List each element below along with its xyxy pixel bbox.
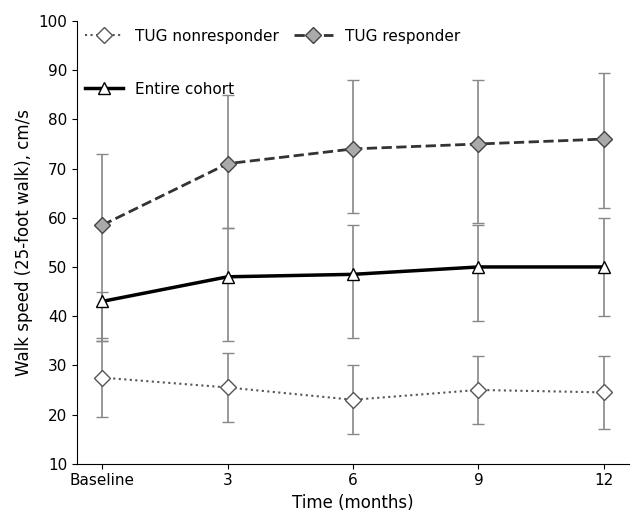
X-axis label: Time (months): Time (months)	[292, 494, 414, 512]
Y-axis label: Walk speed (25-foot walk), cm/s: Walk speed (25-foot walk), cm/s	[15, 109, 33, 376]
Legend: Entire cohort: Entire cohort	[85, 82, 234, 97]
